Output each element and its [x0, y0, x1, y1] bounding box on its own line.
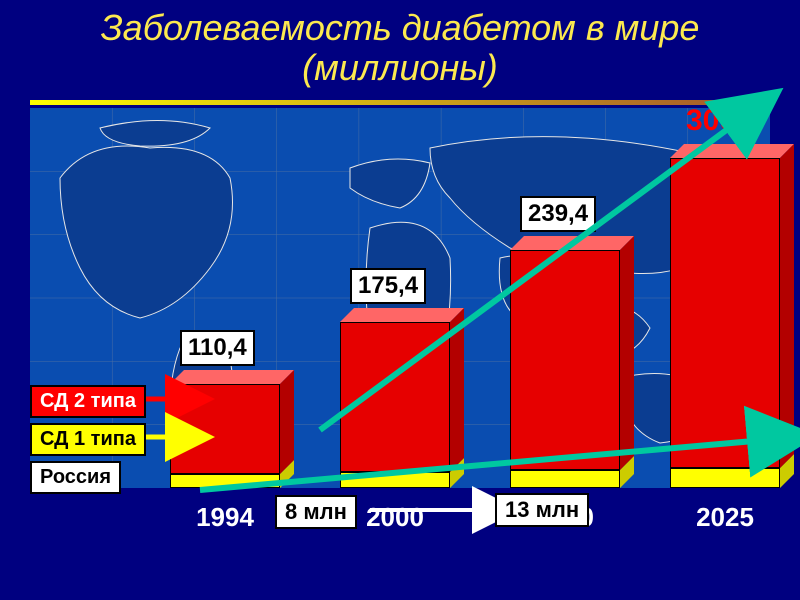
- legend-type1: СД 1 типа: [30, 423, 146, 456]
- legend-type2: СД 2 типа: [30, 385, 146, 418]
- chart-title: Заболеваемость диабетом в мире (миллионы…: [0, 8, 800, 87]
- value-label-1994: 110,4: [180, 330, 255, 366]
- russia-value-1: 8 млн: [275, 495, 357, 529]
- value-label-2025: 300,0: [680, 102, 767, 140]
- russia-value-2: 13 млн: [495, 493, 589, 527]
- year-label-1994: 1994: [170, 502, 280, 533]
- title-line2: (миллионы): [302, 47, 498, 88]
- value-label-2000: 175,4: [350, 268, 426, 304]
- bar-chart: 110,41994175,42000239,42010300,02025: [30, 108, 770, 538]
- value-label-2010: 239,4: [520, 196, 596, 232]
- divider-bar: [30, 100, 770, 105]
- legend-russia: Россия: [30, 461, 121, 494]
- title-line1: Заболеваемость диабетом в мире: [101, 7, 700, 48]
- year-label-2025: 2025: [670, 502, 780, 533]
